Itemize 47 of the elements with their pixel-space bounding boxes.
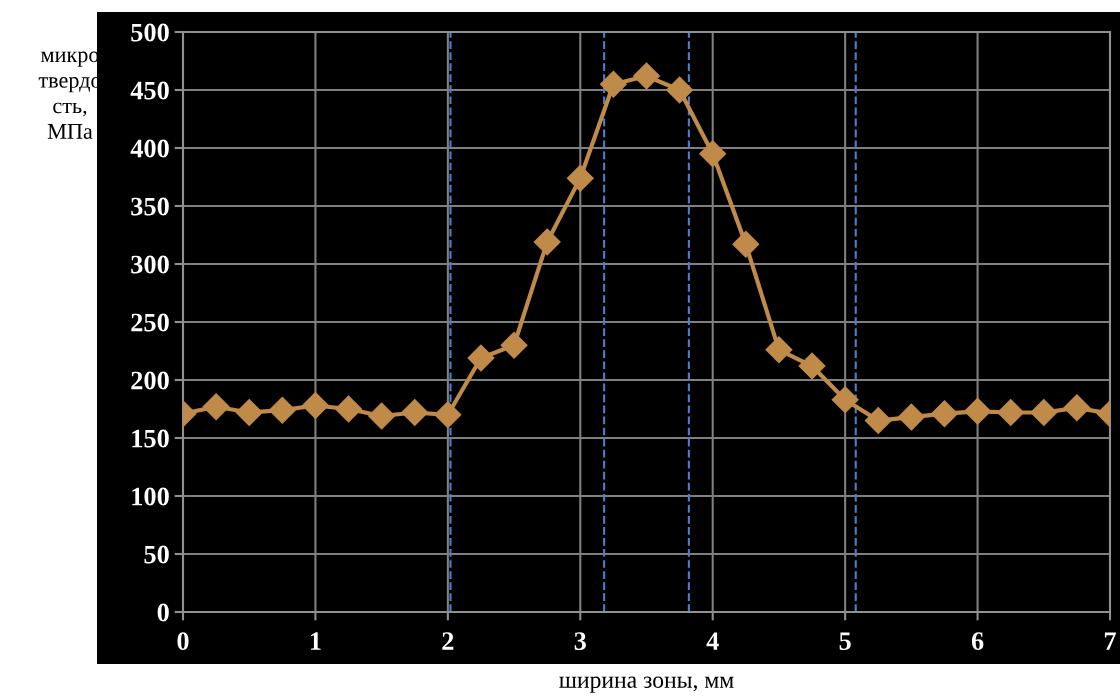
x-tick-label: 3 (574, 632, 586, 651)
y-tick-label: 0 (157, 603, 169, 622)
point (202, 393, 230, 421)
point (1063, 394, 1091, 422)
x-tick-label: 0 (177, 632, 189, 651)
point (633, 62, 660, 90)
x-tick-label: 5 (839, 632, 851, 651)
point (699, 140, 727, 168)
x-tick-label: 2 (442, 632, 454, 650)
point (864, 407, 892, 435)
point (235, 399, 263, 426)
point (335, 395, 362, 423)
point (931, 400, 958, 428)
y-tick-label: 450 (130, 81, 169, 100)
y-tick-label: 300 (131, 255, 169, 274)
x-tick-label: 1 (310, 632, 321, 650)
point (566, 164, 594, 192)
x-tick-label: 7 (1104, 632, 1116, 650)
y-tick-label: 50 (144, 545, 169, 564)
y-tick-label: 250 (131, 313, 169, 332)
y-tick-label: 200 (131, 371, 169, 390)
y-tick-label: 400 (130, 139, 169, 158)
point (401, 399, 429, 426)
point (997, 399, 1025, 426)
x-axis-title: ширина зоны, мм (559, 676, 734, 693)
x-tick-label: 6 (971, 632, 984, 651)
point (533, 228, 561, 256)
x-tick-label: 4 (706, 632, 719, 650)
point (1030, 399, 1058, 426)
point (434, 401, 462, 429)
point (765, 336, 793, 364)
point (368, 402, 396, 430)
point (964, 397, 992, 425)
point (666, 76, 694, 104)
point (798, 352, 826, 380)
y-tick-label: 150 (132, 429, 169, 448)
point (897, 403, 925, 431)
point (268, 396, 296, 424)
point (467, 344, 495, 372)
point (831, 386, 859, 414)
y-tick-label: 100 (132, 487, 169, 506)
point (500, 331, 528, 359)
point (732, 230, 760, 258)
point (301, 392, 329, 419)
y-tick-label: 500 (131, 23, 169, 42)
point (599, 70, 627, 98)
y-tick-label: 350 (131, 197, 169, 216)
